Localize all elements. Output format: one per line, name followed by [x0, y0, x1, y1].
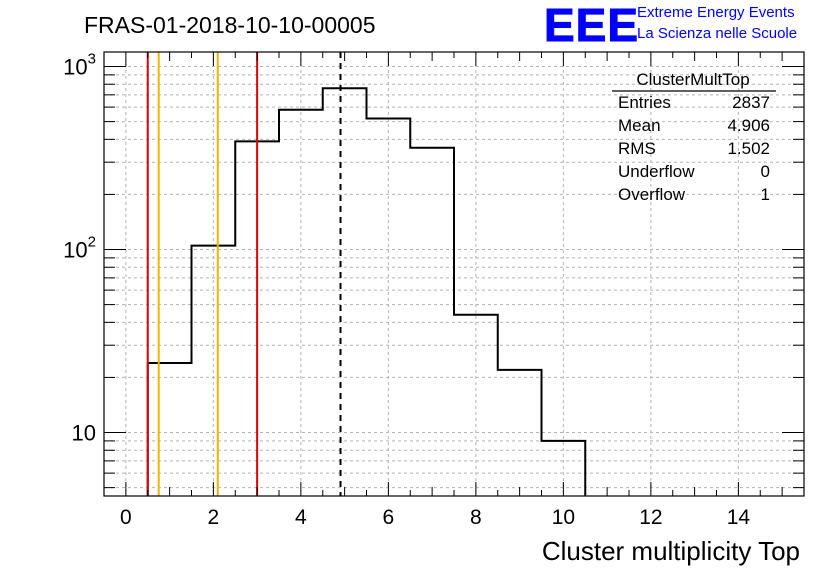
x-tick-label: 2 — [208, 506, 220, 529]
stat-value: 1.502 — [727, 139, 770, 158]
x-tick-label: 8 — [470, 506, 482, 529]
stats-title: ClusterMultTop — [636, 70, 750, 89]
histogram — [146, 87, 587, 496]
x-tick-label: 0 — [120, 506, 132, 529]
eee-logo: EEE — [543, 0, 640, 51]
x-tick-label: 4 — [295, 506, 307, 529]
stat-label: Entries — [618, 93, 671, 112]
stat-value: 4.906 — [727, 116, 770, 135]
x-tick-label: 12 — [639, 506, 662, 529]
stat-row-underflow: Underflow 0 — [618, 162, 770, 184]
stat-label: Overflow — [618, 185, 686, 204]
stat-value: 2837 — [732, 93, 770, 112]
y-tick-label: 103 — [63, 50, 96, 79]
grid — [104, 52, 804, 496]
stat-value: 0 — [760, 162, 770, 181]
y-tick-label: 102 — [63, 234, 96, 263]
x-axis-label: Cluster multiplicity Top — [542, 536, 800, 566]
stat-value: 1 — [760, 185, 770, 204]
y-tick-label: 10 — [72, 421, 96, 446]
stat-row-rms: RMS 1.502 — [618, 139, 770, 161]
x-tick-label: 10 — [552, 506, 575, 529]
stat-row-mean: Mean 4.906 — [618, 116, 770, 138]
stat-label: Underflow — [618, 162, 695, 181]
stat-row-overflow: Overflow 1 — [618, 185, 770, 207]
stat-label: RMS — [618, 139, 656, 158]
stat-row-entries: Entries 2837 — [618, 93, 770, 115]
x-tick-label: 14 — [727, 506, 751, 529]
logo-subtitle-2: La Scienza nelle Scuole — [637, 25, 798, 42]
histogram-outline — [146, 87, 587, 496]
cut-lines — [146, 52, 342, 496]
run-title: FRAS-01-2018-10-10-00005 — [84, 12, 376, 38]
logo-subtitle-1: Extreme Energy Events — [637, 4, 795, 21]
x-tick-label: 6 — [383, 506, 395, 529]
stat-label: Mean — [618, 116, 661, 135]
